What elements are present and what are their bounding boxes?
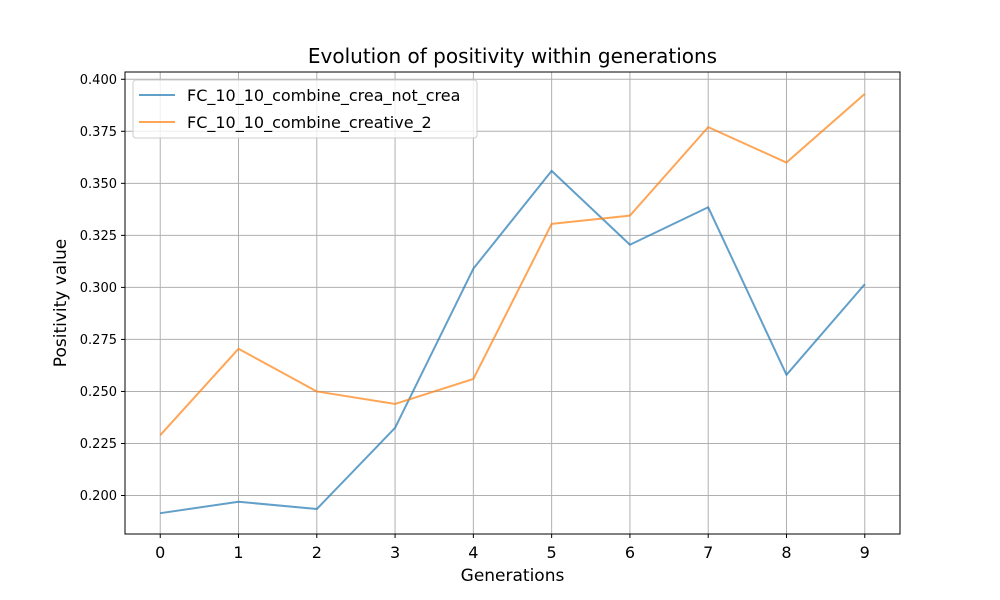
legend-label-series-2: FC_10_10_combine_creative_2	[187, 113, 432, 133]
y-tick-label: 0.350	[80, 177, 117, 192]
y-tick-label: 0.375	[80, 125, 117, 140]
series-layer	[159, 93, 866, 515]
x-tick-label: 1	[233, 543, 243, 562]
x-tick-label: 2	[312, 543, 322, 562]
y-tick-label: 0.200	[80, 489, 117, 504]
y-tick-label: 0.225	[80, 437, 117, 452]
y-tick-label: 0.400	[80, 73, 117, 88]
chart-title: Evolution of positivity within generatio…	[308, 44, 717, 68]
x-tick-label: 5	[547, 543, 557, 562]
legend: FC_10_10_combine_crea_not_crea FC_10_10_…	[132, 79, 478, 139]
x-tick-label: 8	[781, 543, 791, 562]
x-tick-label: 9	[860, 543, 870, 562]
x-axis-label: Generations	[461, 566, 565, 586]
grid-layer	[125, 72, 900, 534]
legend-label-series-1: FC_10_10_combine_crea_not_crea	[187, 86, 460, 106]
y-tick-label: 0.300	[80, 281, 117, 296]
plot-area-frame	[124, 71, 901, 535]
x-tick-label: 4	[468, 543, 478, 562]
y-tick-label: 0.250	[80, 385, 117, 400]
y-tick-label: 0.275	[80, 333, 117, 348]
y-axis-label: Positivity value	[51, 239, 71, 367]
x-tick-label: 6	[625, 543, 635, 562]
x-tick-label: 3	[390, 543, 400, 562]
tick-layer: 0 1 2 3 4 5 6 7 8 9 0.200 0.225 0.250 0.275 0.300 0.325…	[80, 73, 870, 562]
y-tick-label: 0.325	[80, 229, 117, 244]
x-tick-label: 7	[703, 543, 713, 562]
series-line-2	[159, 93, 866, 436]
legend-box	[132, 79, 478, 139]
x-tick-label: 0	[155, 543, 165, 562]
series-line-1	[160, 169, 866, 515]
